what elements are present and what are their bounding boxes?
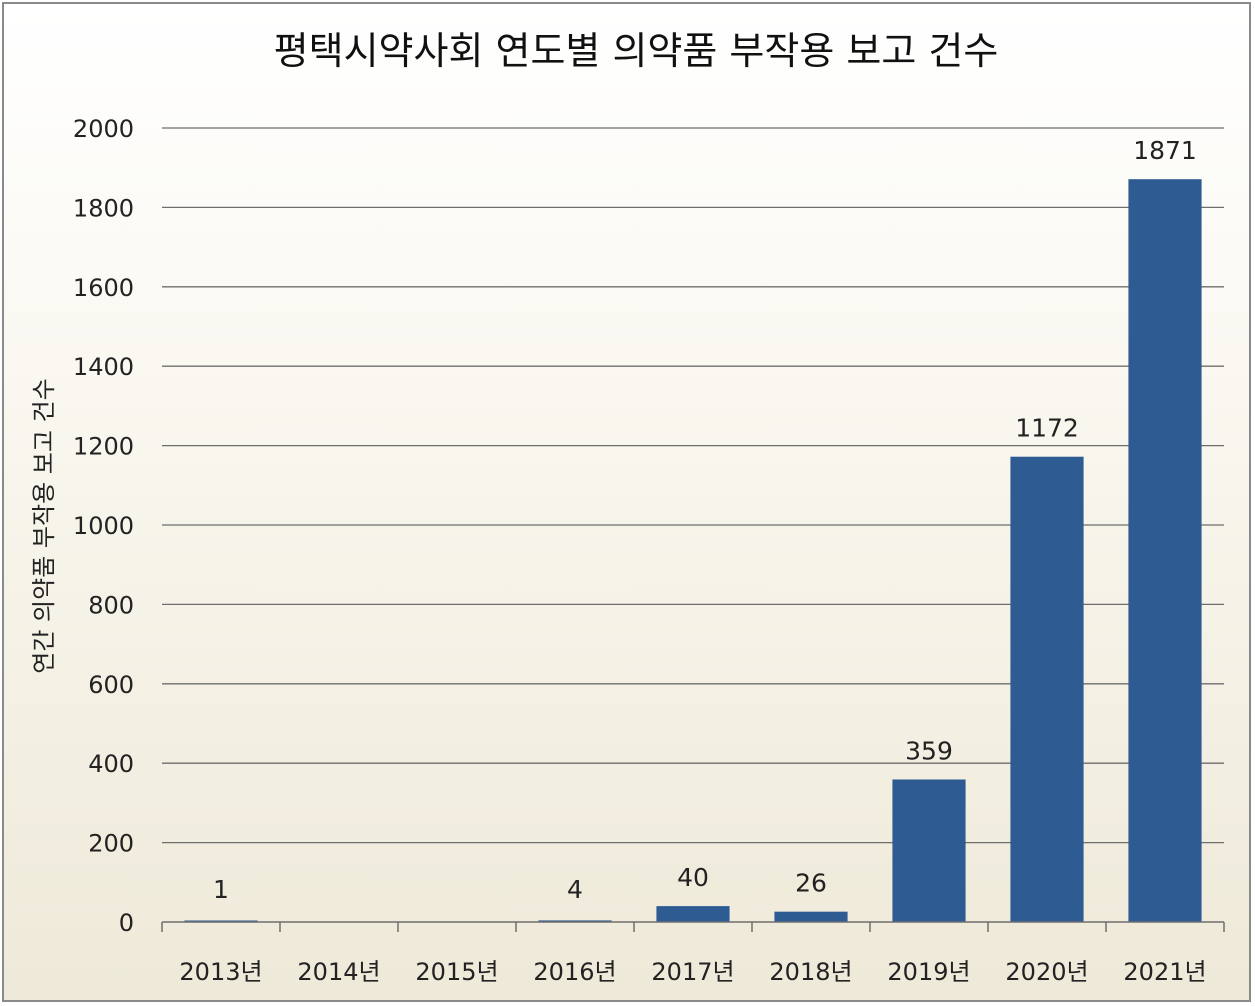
x-tick-label: 2017년 [651,958,734,986]
data-labels: 1 4 40 26 359 1172 1871 [213,136,1197,904]
bar [538,920,612,922]
y-tick-label: 800 [88,591,134,619]
y-tick-label: 2000 [73,115,134,143]
bar [774,911,848,922]
x-tick-labels: 2013년 2014년 2015년 2016년 2017년 2018년 2019년 2020년… [179,958,1206,986]
x-tick-label: 2015년 [415,958,498,986]
y-tick-label: 400 [88,750,134,778]
y-axis-label: 연간 의약품 부작용 보고 건수 [30,378,58,673]
bar [892,779,966,922]
x-tick-label: 2020년 [1005,958,1088,986]
bars [184,179,1202,922]
chart-title: 평택시약사회 연도별 의약품 부작용 보고 건수 [274,29,999,73]
x-tick-label: 2013년 [179,958,262,986]
data-label: 26 [795,869,827,898]
x-tick-label: 2021년 [1123,958,1206,986]
bar [1010,456,1084,922]
y-tick-label: 1800 [73,194,134,222]
data-label: 1172 [1015,414,1079,443]
data-label: 40 [677,863,709,892]
data-label: 1 [213,875,229,904]
bar-chart: 평택시약사회 연도별 의약품 부작용 보고 건수 연간 의약품 부작용 보고 건… [30,29,1225,986]
data-label: 4 [567,875,583,904]
data-label: 359 [905,736,953,765]
data-label: 1871 [1133,136,1197,165]
y-tick-label: 1000 [73,512,134,540]
y-tick-label: 600 [88,671,134,699]
x-tick-label: 2016년 [533,958,616,986]
y-tick-label: 1200 [73,433,134,461]
y-tick-label: 0 [119,909,134,937]
bar [1128,179,1202,922]
y-tick-label: 1400 [73,353,134,381]
axes [161,921,1225,932]
y-tick-label: 200 [88,830,134,858]
x-tick-label: 2019년 [887,958,970,986]
y-tick-labels: 0 200 400 600 800 1000 1200 1400 1600 1800 2000 [73,115,134,937]
gridlines [162,127,1224,844]
x-tick-label: 2014년 [297,958,380,986]
x-tick-label: 2018년 [769,958,852,986]
bar [656,906,730,922]
y-tick-label: 1600 [73,274,134,302]
